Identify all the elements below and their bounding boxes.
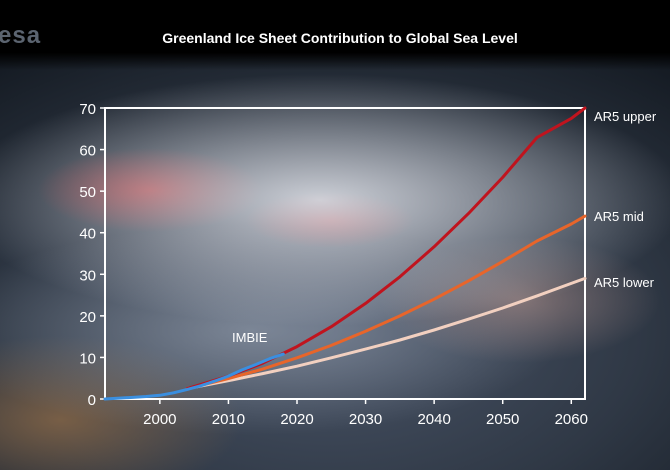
series-line-imbie (103, 352, 285, 401)
series-label-ar5-lower: AR5 lower (594, 275, 655, 290)
series-label-ar5-upper: AR5 upper (594, 109, 657, 124)
y-tick-label: 0 (88, 392, 96, 409)
series-line-ar5-lower (185, 276, 587, 391)
y-tick-label: 50 (79, 184, 96, 201)
x-tick-label: 2050 (486, 411, 519, 428)
plot-frame (104, 107, 586, 400)
series-label-imbie: IMBIE (232, 330, 268, 345)
x-tick-label: 2040 (417, 411, 450, 428)
y-tick-label: 30 (79, 267, 96, 284)
y-tick-label: 60 (79, 143, 96, 160)
x-tick-label: 2060 (555, 411, 588, 428)
y-tick-label: 20 (79, 309, 96, 326)
x-tick-label: 2020 (280, 411, 313, 428)
y-axis: 0 10 20 30 40 50 60 70 (79, 101, 105, 409)
series-line-ar5-mid (185, 214, 587, 391)
series-lines (103, 106, 587, 401)
chart-title: Greenland Ice Sheet Contribution to Glob… (162, 30, 518, 46)
x-tick-label: 2030 (349, 411, 382, 428)
series-labels: IMBIE AR5 upper AR5 mid AR5 lower (232, 109, 657, 345)
series-label-ar5-mid: AR5 mid (594, 209, 644, 224)
y-tick-label: 70 (79, 101, 96, 118)
esa-logo: esa (0, 22, 42, 49)
space-backdrop (0, 0, 670, 70)
y-tick-label: 10 (79, 350, 96, 367)
x-tick-label: 2000 (143, 411, 176, 428)
x-tick-label: 2010 (212, 411, 245, 428)
y-tick-label: 40 (79, 226, 96, 243)
x-axis: 2000 2010 2020 2030 2040 2050 2060 (143, 399, 588, 428)
